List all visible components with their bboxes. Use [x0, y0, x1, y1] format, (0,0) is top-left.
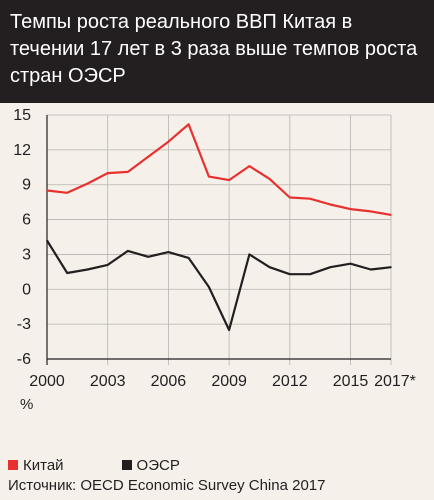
legend-label-oecd: ОЭСР — [136, 456, 180, 474]
data-point-china — [106, 172, 109, 174]
tick-labels: 15 12 9 6 3 0 -3 -6 2000 2003 2006 2009 2012 2015 2017… — [13, 107, 416, 390]
data-point-oecd — [268, 266, 271, 269]
data-point-oecd — [127, 250, 129, 252]
data-point-china — [46, 189, 48, 192]
x-tick-label: 2000 — [29, 373, 65, 390]
grid — [46, 114, 392, 365]
axes — [46, 115, 391, 365]
y-tick-label: 9 — [22, 177, 31, 194]
title-bar: Темпы роста реального ВВП Китая в течени… — [0, 0, 434, 103]
x-tick-label: 2015 — [333, 373, 369, 390]
data-point-china — [228, 179, 230, 181]
data-point-oecd — [147, 255, 149, 258]
data-point-oecd — [66, 272, 69, 274]
data-point-china — [268, 178, 271, 180]
legend-swatch-china — [8, 460, 18, 470]
data-point-china — [167, 140, 170, 143]
data-point-china — [329, 203, 332, 206]
data-point-oecd — [228, 329, 230, 331]
legend-item-oecd: ОЭСР — [121, 456, 180, 474]
data-point-china — [127, 171, 129, 173]
series — [46, 123, 392, 332]
legend-swatch-oecd — [121, 460, 132, 470]
data-point-china — [349, 208, 352, 210]
x-tick-label: 2009 — [211, 373, 247, 390]
line-chart: 15 12 9 6 3 0 -3 -6 2000 2003 2006 2009 2012 2015 2017… — [13, 107, 416, 413]
data-point-oecd — [167, 251, 170, 253]
y-tick-label: -3 — [17, 316, 31, 333]
y-tick-label: 12 — [13, 142, 31, 159]
data-point-china — [147, 156, 149, 158]
data-point-oecd — [329, 266, 332, 269]
data-point-oecd — [208, 286, 210, 288]
y-tick-label: -6 — [17, 351, 31, 368]
data-point-china — [369, 210, 372, 213]
legend: Китай ОЭСР — [8, 456, 238, 474]
data-point-oecd — [86, 268, 89, 271]
y-tick-label: 6 — [22, 212, 31, 229]
data-point-china — [66, 192, 69, 194]
data-point-china — [208, 175, 210, 178]
data-point-china — [390, 214, 392, 216]
series-line-china — [46, 123, 392, 216]
data-point-china — [309, 197, 311, 200]
x-tick-label: 2017* — [374, 373, 416, 390]
legend-label-china: Китай — [23, 456, 64, 474]
data-point-oecd — [349, 262, 352, 265]
y-tick-label: 15 — [13, 107, 31, 124]
data-point-china — [289, 196, 291, 199]
x-tick-label: 2003 — [90, 373, 126, 390]
data-point-china — [86, 182, 89, 185]
data-point-china — [187, 123, 190, 126]
y-tick-label: 0 — [22, 281, 31, 298]
data-point-oecd — [289, 273, 291, 275]
series-line-oecd — [46, 239, 392, 332]
data-point-oecd — [369, 268, 372, 271]
data-point-oecd — [248, 253, 251, 256]
x-tick-label: 2006 — [151, 373, 187, 390]
x-tick-label: 2012 — [272, 373, 308, 390]
data-point-oecd — [309, 273, 311, 275]
y-tick-label: 3 — [22, 246, 31, 263]
chart-title: Темпы роста реального ВВП Китая в течени… — [10, 11, 418, 87]
legend-item-china: Китай — [8, 457, 64, 474]
data-point-oecd — [187, 257, 190, 259]
data-point-oecd — [390, 266, 392, 269]
data-point-china — [248, 165, 251, 167]
y-unit-label: % — [20, 396, 33, 413]
data-point-oecd — [46, 239, 48, 242]
source-note: Источник: OECD Economic Survey China 201… — [8, 477, 326, 494]
data-point-oecd — [106, 264, 109, 266]
